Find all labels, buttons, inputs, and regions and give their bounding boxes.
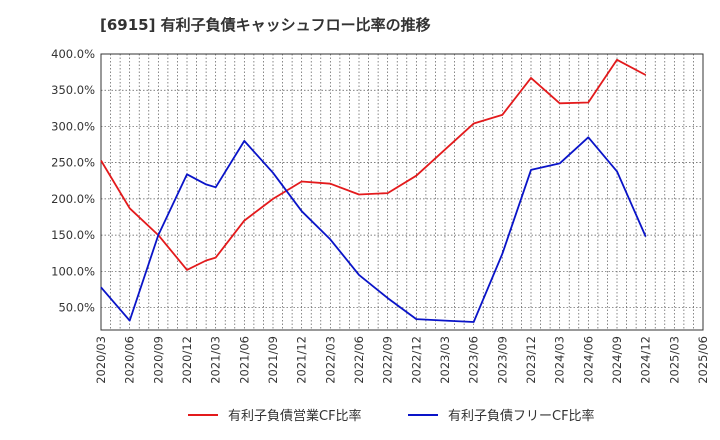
plot-frame [100, 53, 704, 331]
x-tick-label: 2024/06 [581, 336, 595, 384]
x-tick-label: 2021/06 [237, 336, 251, 384]
x-tick-label: 2024/09 [610, 336, 624, 384]
x-tick-label: 2020/03 [94, 336, 108, 384]
x-tick-label: 2021/03 [209, 336, 223, 384]
x-tick-label: 2020/06 [123, 336, 137, 384]
x-tick-label: 2025/06 [696, 336, 710, 384]
y-tick-label: 350.0% [51, 83, 95, 97]
x-tick-label: 2020/09 [151, 336, 165, 384]
x-tick-label: 2022/09 [381, 336, 395, 384]
grid-lines [100, 53, 704, 330]
series-line-1 [100, 58, 647, 271]
chart-title: [6915] 有利子負債キャッシュフロー比率の推移 [100, 16, 431, 34]
series-line-2 [100, 136, 647, 323]
x-axis: 2020/03 2020/06 2020/09 2020/12 2021/03 2021/… [94, 336, 710, 384]
y-tick-label: 250.0% [51, 156, 95, 170]
x-tick-label: 2023/09 [495, 336, 509, 384]
y-tick-label: 50.0% [58, 301, 95, 315]
legend: 有利子負債営業CF比率 有利子負債フリーCF比率 [188, 408, 595, 424]
x-tick-label: 2022/06 [352, 336, 366, 384]
x-tick-label: 2025/03 [667, 336, 681, 384]
legend-label-2: 有利子負債フリーCF比率 [448, 408, 595, 424]
x-tick-label: 2021/09 [266, 336, 280, 384]
x-tick-label: 2023/06 [467, 336, 481, 384]
x-tick-label: 2024/12 [639, 336, 653, 384]
y-tick-label: 400.0% [51, 47, 95, 61]
y-tick-label: 150.0% [51, 228, 95, 242]
series-lines [100, 58, 647, 323]
x-tick-label: 2024/03 [553, 336, 567, 384]
y-tick-label: 200.0% [51, 192, 95, 206]
y-tick-label: 300.0% [51, 119, 95, 133]
y-axis: 50.0% 100.0% 150.0% 200.0% 250.0% 300.0% 350.0… [51, 47, 95, 315]
y-tick-label: 100.0% [51, 264, 95, 278]
x-tick-label: 2022/03 [323, 336, 337, 384]
x-tick-label: 2021/12 [295, 336, 309, 384]
x-tick-label: 2022/12 [409, 336, 423, 384]
x-tick-label: 2020/12 [180, 336, 194, 384]
x-tick-label: 2023/12 [524, 336, 538, 384]
legend-label-1: 有利子負債営業CF比率 [228, 408, 362, 424]
x-tick-label: 2023/03 [438, 336, 452, 384]
